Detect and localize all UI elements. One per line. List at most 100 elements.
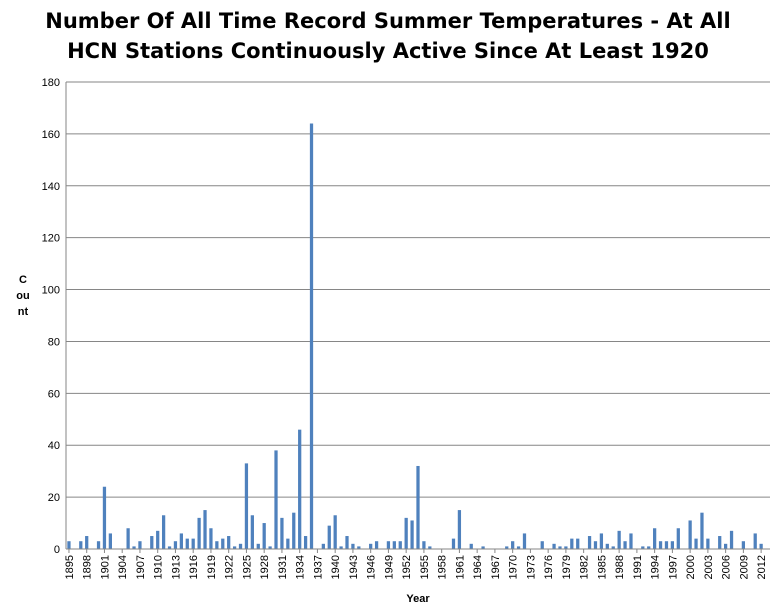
bar	[481, 546, 485, 549]
bar	[150, 536, 154, 549]
x-tick-label: 1937	[312, 555, 324, 579]
x-tick-label: 1934	[295, 555, 307, 579]
x-tick-label: 1904	[117, 555, 129, 579]
bar	[96, 541, 101, 549]
x-tick-label: 1985	[596, 555, 608, 579]
bar	[268, 546, 272, 549]
bar	[386, 541, 391, 549]
bar	[126, 528, 130, 549]
y-tick-label: 60	[48, 388, 60, 400]
bar	[309, 123, 314, 549]
x-tick-label: 1943	[348, 555, 360, 579]
bar	[221, 538, 225, 549]
x-tick-label: 1895	[64, 555, 76, 579]
x-tick-label: 2000	[685, 555, 697, 579]
bar	[422, 541, 426, 549]
x-axis-label: Year	[406, 593, 430, 605]
bar	[161, 515, 166, 549]
y-tick-label: 100	[42, 285, 60, 297]
bar	[327, 525, 331, 549]
x-tick-label: 1973	[525, 555, 537, 579]
bar	[286, 538, 290, 549]
y-tick-label: 40	[48, 440, 60, 452]
x-tick-label: 1976	[543, 555, 555, 579]
bar	[156, 530, 160, 549]
x-tick-label: 1901	[99, 555, 111, 579]
bar	[564, 546, 568, 549]
bar	[522, 533, 527, 549]
bar	[179, 533, 183, 549]
bar	[647, 546, 651, 549]
bar	[759, 543, 763, 549]
bar	[587, 536, 592, 549]
bar	[339, 546, 343, 549]
bar	[215, 541, 219, 549]
x-tick-label: 1961	[454, 555, 466, 579]
bar	[321, 543, 325, 549]
chart-title-line-1: Number Of All Time Record Summer Tempera…	[45, 9, 731, 33]
x-tick-label: 1979	[561, 555, 573, 579]
bar	[357, 546, 361, 549]
y-tick-label: 80	[48, 336, 60, 348]
bar	[108, 533, 112, 549]
bar	[605, 543, 609, 549]
x-tick-label: 1955	[419, 555, 431, 579]
bar	[298, 429, 302, 549]
x-tick-label: 1949	[383, 555, 395, 579]
bar	[398, 541, 402, 549]
bar	[706, 538, 710, 549]
x-tick-label: 1928	[259, 555, 271, 579]
x-tick-label: 1922	[224, 555, 236, 579]
y-axis-label: Count	[16, 274, 30, 318]
bar	[79, 541, 83, 549]
x-tick-label: 1988	[614, 555, 626, 579]
x-tick-label: 1907	[135, 555, 147, 579]
bar	[741, 541, 746, 549]
y-tick-label: 120	[42, 233, 60, 245]
bar	[256, 543, 260, 549]
bar	[292, 512, 296, 549]
bar	[345, 536, 349, 549]
bar	[641, 546, 645, 549]
bar	[274, 450, 278, 549]
bar	[629, 533, 633, 549]
bar	[203, 510, 207, 549]
bar	[333, 515, 337, 549]
bar	[505, 546, 509, 549]
bar	[428, 546, 432, 549]
bar	[729, 530, 734, 549]
x-tick-label: 1916	[188, 555, 200, 579]
x-tick-label: 1940	[330, 555, 342, 579]
bar	[280, 517, 284, 549]
bar	[670, 541, 675, 549]
bar	[138, 541, 142, 549]
y-tick-label: 140	[42, 181, 60, 193]
bar	[197, 517, 201, 549]
bar	[623, 541, 627, 549]
x-tick-label: 1997	[667, 555, 679, 579]
bar	[185, 538, 189, 549]
bar	[653, 528, 657, 549]
bar	[404, 517, 408, 549]
bar	[238, 543, 243, 549]
bar	[410, 520, 414, 549]
x-tick-label: 1931	[277, 555, 289, 579]
bar	[132, 546, 136, 549]
y-tick-label: 160	[42, 129, 60, 141]
bar	[244, 463, 249, 549]
bar	[516, 546, 521, 549]
bar	[576, 538, 580, 549]
chart-title: Number Of All Time Record Summer Tempera…	[0, 6, 776, 66]
bar	[85, 536, 89, 549]
x-tick-label: 1970	[508, 555, 520, 579]
bar	[617, 530, 621, 549]
bar	[694, 538, 698, 549]
bar	[191, 538, 195, 549]
x-tick-label: 2009	[738, 555, 750, 579]
bar	[700, 512, 704, 549]
bar	[369, 543, 373, 549]
x-tick-label: 1946	[366, 555, 378, 579]
y-tick-label: 20	[48, 492, 60, 504]
